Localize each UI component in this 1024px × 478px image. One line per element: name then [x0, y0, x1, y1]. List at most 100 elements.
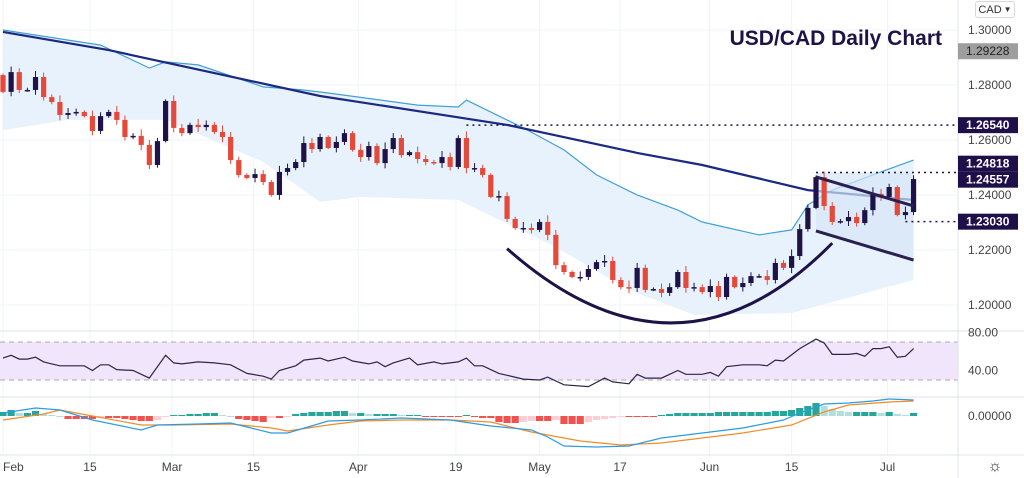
- candle-bullish: [276, 171, 283, 195]
- macd-histogram-bar: [706, 413, 714, 416]
- candle-bullish: [97, 116, 104, 131]
- macd-histogram-bar: [901, 415, 910, 416]
- macd-histogram-bar: [885, 412, 893, 416]
- candle-bearish: [211, 124, 217, 133]
- candle-bearish: [398, 138, 404, 156]
- macd-histogram-bar: [893, 414, 901, 416]
- candle-bearish: [349, 133, 356, 150]
- candle-bearish: [764, 276, 770, 280]
- candle-bearish: [146, 144, 152, 166]
- candle-bearish: [114, 111, 120, 120]
- macd-histogram-bar: [690, 413, 698, 416]
- candle-bearish: [528, 228, 535, 230]
- overlays: [466, 124, 958, 325]
- macd-histogram-bar: [438, 416, 446, 417]
- bollinger-fill: [3, 30, 914, 315]
- candle-bullish: [520, 228, 526, 230]
- candle-bearish: [463, 138, 470, 169]
- candle-bullish: [536, 221, 543, 230]
- price-tag-box: [958, 213, 1018, 230]
- macd-histogram-bar: [316, 412, 324, 416]
- candle-bullish: [317, 136, 323, 150]
- candle-bullish: [634, 267, 640, 288]
- candle-bearish: [219, 132, 226, 137]
- macd-histogram-bar: [7, 410, 15, 416]
- candle-bullish: [203, 124, 209, 128]
- candle-bullish: [805, 207, 811, 230]
- candle-bullish: [439, 157, 445, 164]
- macd-histogram-bar: [804, 406, 812, 416]
- macd-histogram-bar: [48, 415, 56, 416]
- candle-bearish: [171, 100, 177, 128]
- candle-bearish: [0, 75, 6, 92]
- candle-bullish: [756, 276, 762, 278]
- candle-bearish: [122, 119, 128, 137]
- flag-lower-line: [815, 229, 914, 262]
- macd-histogram-bar: [487, 416, 495, 418]
- date-tick-label: May: [528, 460, 551, 474]
- macd-histogram-bar: [324, 412, 332, 416]
- macd-histogram-bar: [300, 413, 308, 416]
- macd-histogram-bar: [137, 416, 145, 421]
- currency-select[interactable]: CAD ▼: [975, 1, 1015, 18]
- macd-histogram-bar: [568, 416, 576, 424]
- candle-bearish: [431, 162, 437, 164]
- macd-histogram-bar: [105, 416, 113, 418]
- cup-curve: [506, 242, 834, 325]
- chevron-down-icon: ▼: [1003, 5, 1012, 14]
- candle-bullish: [390, 138, 396, 150]
- candle-bullish: [577, 276, 583, 279]
- macd-histogram-bar: [861, 412, 869, 416]
- candle-bearish: [260, 174, 266, 183]
- candle-bearish: [325, 136, 331, 148]
- candle-bearish: [780, 262, 787, 268]
- price-tag-label: 1.24557: [966, 173, 1010, 187]
- moving-average-line: [2, 30, 914, 202]
- candle-bullish: [24, 89, 30, 92]
- candle-bullish: [910, 179, 917, 213]
- macd-histogram-bar: [698, 413, 706, 416]
- macd-histogram-bar: [649, 416, 657, 417]
- macd-histogram-bar: [601, 416, 609, 419]
- macd-histogram-bar: [812, 403, 820, 416]
- macd-histogram-bar: [560, 416, 568, 424]
- macd-histogram-bar: [0, 412, 7, 416]
- candle-bullish: [602, 261, 608, 263]
- price-tag-label: 1.23030: [966, 215, 1010, 229]
- rsi-band: [0, 342, 958, 380]
- macd-histogram-bar: [666, 414, 674, 416]
- candle-bullish: [707, 286, 713, 293]
- candle-bearish: [642, 267, 648, 290]
- macd-histogram-bar: [64, 416, 72, 419]
- candle-bearish: [504, 196, 510, 219]
- candle-bearish: [732, 276, 738, 288]
- macd-tick-label: 0.00000: [968, 409, 1012, 423]
- candle-bearish: [618, 279, 624, 288]
- candle-bullish: [496, 196, 502, 198]
- candle-bullish: [284, 168, 291, 172]
- candle-bullish: [333, 141, 339, 148]
- macd-histogram-bar: [414, 415, 422, 416]
- macd-histogram-bar: [251, 416, 259, 421]
- candle-bearish: [16, 72, 22, 90]
- macd-histogram-bar: [576, 416, 584, 424]
- candle-bullish: [748, 276, 754, 283]
- macd-histogram-bar: [348, 413, 357, 416]
- macd-histogram-bar: [682, 413, 690, 416]
- date-tick-label: 19: [449, 460, 463, 474]
- rsi-tick-label: 40.00: [968, 364, 998, 378]
- candle-bullish: [789, 256, 795, 268]
- settings-gear-icon[interactable]: ☼: [987, 458, 1003, 475]
- macd-histogram-bar: [755, 412, 763, 416]
- macd-histogram-bar: [365, 414, 373, 416]
- candle-bearish: [57, 102, 63, 115]
- chart-title: USD/CAD Daily Chart: [730, 27, 942, 50]
- macd-histogram-bar: [170, 415, 178, 416]
- macd-histogram-bar: [357, 413, 365, 416]
- candle-bullish: [691, 287, 697, 289]
- price-tag-box: [958, 155, 1018, 172]
- price-tag-box: [958, 43, 1018, 60]
- macd-histogram-bar: [405, 415, 414, 416]
